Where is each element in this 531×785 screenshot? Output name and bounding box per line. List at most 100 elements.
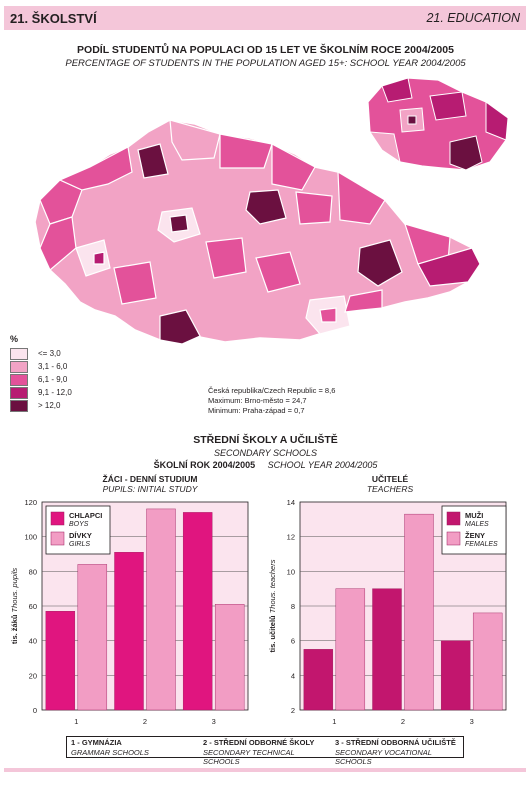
district-patch <box>295 191 333 225</box>
legend-item: <= 3,0 <box>10 347 72 360</box>
stat-line: Minimum: Praha-západ = 0,7 <box>208 406 305 415</box>
legend-label-en: GIRLS <box>69 541 90 548</box>
y-tick-label: 12 <box>287 533 295 542</box>
legend-swatch <box>50 511 65 526</box>
note-en: GRAMMAR SCHOOLS <box>71 747 149 757</box>
bar-a-2 <box>372 588 402 711</box>
y-tick-label: 100 <box>24 533 37 542</box>
chart-pupils-svg: 0 20 40 60 80 100 120 tis. žáků Thous. pupils 1 2… <box>10 498 249 726</box>
legend-item: 9,1 - 12,0 <box>10 386 72 399</box>
x-tick-label: 2 <box>401 717 405 726</box>
chart-teachers-title: UČITELÉ TEACHERS <box>280 474 500 494</box>
chart-teachers: 2 4 6 8 10 12 14 tis. učitelů Thous. teachers 1 2… <box>266 494 531 730</box>
district-patch <box>205 237 247 279</box>
chapter-title-en: 21. EDUCATION <box>426 11 520 25</box>
district-patch <box>417 247 481 287</box>
inset-map <box>367 77 509 171</box>
y-tick-label: 0 <box>33 706 37 715</box>
y-tick-label: 8 <box>291 602 295 611</box>
district-patch <box>169 119 221 161</box>
legend-swatch <box>50 531 65 546</box>
y-tick-label: 14 <box>287 498 295 507</box>
bar-a-3 <box>182 512 213 711</box>
legend-label: CHLAPCI <box>69 511 102 520</box>
bar-b-2 <box>404 513 434 711</box>
legend-item: > 12,0 <box>10 399 72 412</box>
district-patch <box>337 170 386 225</box>
note-item: 3 - STŘEDNÍ ODBORNÁ UČILIŠTĚ SECONDARY VO… <box>331 737 463 766</box>
y-tick-label: 120 <box>24 498 37 507</box>
chart-subtitle: PUPILS: INITIAL STUDY <box>102 484 198 494</box>
stat-line: Maximum: Brno-město = 24,7 <box>208 396 307 405</box>
legend-label: MUŽI <box>465 511 483 520</box>
section-year-cz: ŠKOLNÍ ROK 2004/2005 <box>153 460 256 470</box>
chart-pupils: 0 20 40 60 80 100 120 tis. žáků Thous. pupils 1 2… <box>0 494 265 730</box>
note-cz: 2 - STŘEDNÍ ODBORNÉ ŠKOLY <box>203 738 315 747</box>
x-tick-label: 3 <box>212 717 216 726</box>
legend-label: ŽENY <box>465 531 485 540</box>
y-tick-label: 60 <box>29 602 37 611</box>
y-tick-label: 4 <box>291 671 295 680</box>
chart-title: ŽÁCI - DENNÍ STUDIUM <box>102 474 198 484</box>
bar-b-3 <box>472 612 503 711</box>
category-notes: 1 - GYMNÁZIA GRAMMAR SCHOOLS 2 - STŘEDNÍ … <box>66 736 464 766</box>
district-patch <box>357 239 403 287</box>
legend-swatch <box>10 360 28 373</box>
section-year-en: SCHOOL YEAR 2004/2005 <box>267 460 378 470</box>
x-tick-label: 2 <box>143 717 147 726</box>
legend-item: 3,1 - 6,0 <box>10 360 72 373</box>
district-patch <box>255 251 301 293</box>
y-axis-label: tis. žáků Thous. pupils <box>10 568 19 645</box>
district-patch <box>319 307 337 323</box>
x-tick-label: 3 <box>470 717 474 726</box>
legend-swatch <box>10 386 28 399</box>
note-en: SECONDARY TECHNICAL SCHOOLS <box>203 747 295 767</box>
y-tick-label: 10 <box>287 567 295 576</box>
y-tick-label: 20 <box>29 671 37 680</box>
district-patch <box>75 239 111 277</box>
chart-title: UČITELÉ <box>371 474 409 484</box>
chart-subtitle: TEACHERS <box>366 484 414 494</box>
stat-line: Česká republika/Czech Republic = 8,6 <box>208 386 336 395</box>
note-en: SECONDARY VOCATIONAL SCHOOLS <box>335 747 432 767</box>
district-patch <box>245 189 287 225</box>
district-patch <box>58 146 133 191</box>
legend-unit: % <box>10 334 19 344</box>
note-item: 1 - GYMNÁZIA GRAMMAR SCHOOLS <box>67 737 199 757</box>
map-title-cz: PODÍL STUDENTŮ NA POPULACI OD 15 LET VE … <box>77 44 454 56</box>
y-tick-label: 6 <box>291 637 295 646</box>
legend-label: 6,1 - 9,0 <box>38 375 68 384</box>
bar-a-3 <box>440 640 471 711</box>
legend-item: 6,1 - 9,0 <box>10 373 72 386</box>
district-patch <box>271 142 316 191</box>
chapter-title-cz: 21. ŠKOLSTVÍ <box>10 10 97 26</box>
legend-label-en: BOYS <box>69 521 89 528</box>
bar-b-3 <box>214 604 245 711</box>
map-stats: Česká republika/Czech Republic = 8,6 Max… <box>208 386 335 416</box>
map-legend: % <= 3,0 3,1 - 6,0 6,1 - 9,0 9,1 - 12,0 … <box>10 334 72 412</box>
district-patch <box>39 216 77 271</box>
legend-label: 9,1 - 12,0 <box>38 388 72 397</box>
y-tick-label: 40 <box>29 637 37 646</box>
page-header: 21. ŠKOLSTVÍ 21. EDUCATION <box>4 6 526 30</box>
x-tick-label: 1 <box>332 717 336 726</box>
bar-b-1 <box>77 564 108 711</box>
district-patch <box>93 251 105 265</box>
legend-swatch <box>446 531 461 546</box>
choropleth-map <box>10 72 515 352</box>
legend-label-en: FEMALES <box>465 541 498 548</box>
y-tick-label: 2 <box>291 706 295 715</box>
district-patch <box>344 289 383 313</box>
district-patch <box>169 214 189 233</box>
district-patch <box>113 261 157 305</box>
district-patch <box>219 133 273 169</box>
bar-a-1 <box>303 649 334 711</box>
legend-label: <= 3,0 <box>38 349 61 358</box>
y-tick-label: 80 <box>29 567 37 576</box>
chart-pupils-title: ŽÁCI - DENNÍ STUDIUM PUPILS: INITIAL STU… <box>40 474 260 494</box>
footer-bar <box>4 768 526 772</box>
district-patch <box>159 309 201 345</box>
bar-a-1 <box>45 610 76 711</box>
